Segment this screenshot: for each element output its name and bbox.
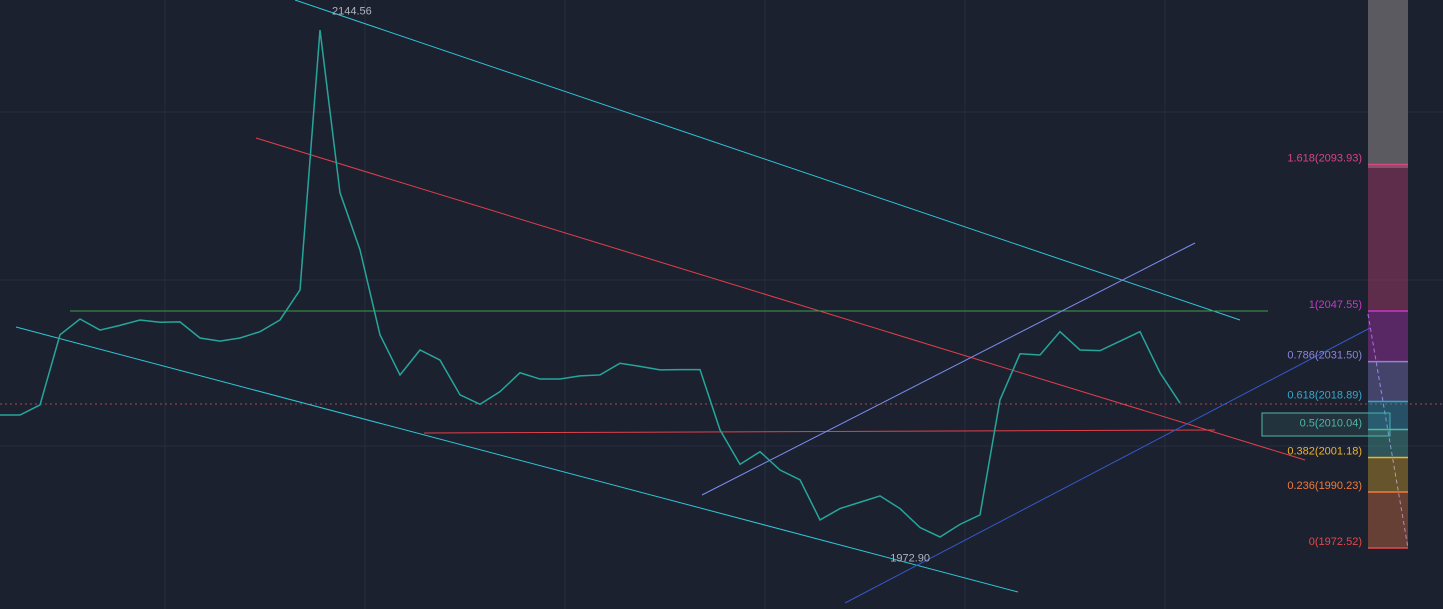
fib-label: 0.786(2031.50)	[1287, 350, 1362, 362]
fib-label: 0.382(2001.18)	[1287, 445, 1362, 457]
fib-zone	[1368, 361, 1408, 402]
fib-zone	[1368, 457, 1408, 493]
fib-label: 0.236(1990.23)	[1287, 480, 1362, 492]
fib-zone	[1368, 164, 1408, 311]
fib-zone	[1368, 310, 1408, 362]
fib-label: 0(1972.52)	[1309, 536, 1362, 548]
price-annotation: 1972.90	[890, 553, 930, 565]
fib-label: 1.618(2093.93)	[1287, 152, 1362, 164]
fib-label: 0.5(2010.04)	[1300, 417, 1362, 429]
fib-zone	[1368, 401, 1408, 430]
price-line	[0, 29, 1181, 538]
fib-label: 1(2047.55)	[1309, 299, 1362, 311]
fib-zone	[1368, 492, 1408, 548]
fib-label: 0.618(2018.89)	[1287, 389, 1362, 401]
fib-top-zone	[1368, 0, 1408, 168]
fib-zone	[1368, 429, 1408, 458]
price-annotation: 2144.56	[332, 5, 372, 17]
